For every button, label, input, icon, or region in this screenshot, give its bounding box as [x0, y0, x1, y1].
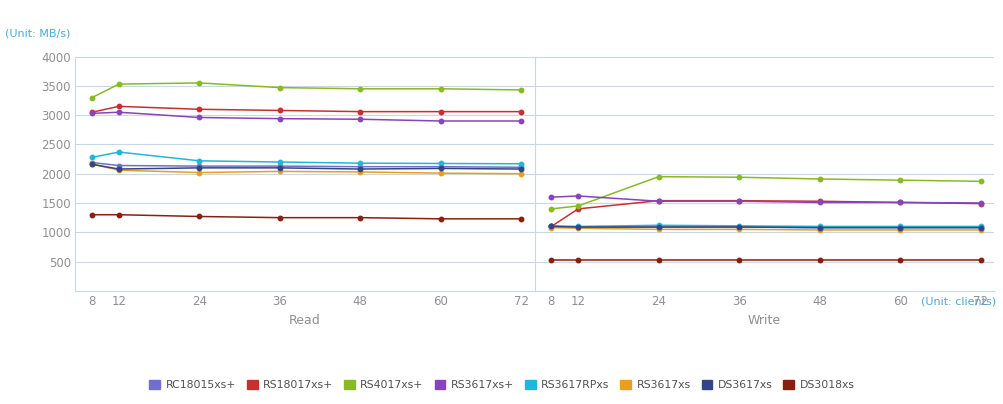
Text: (Unit: clients): (Unit: clients) — [920, 297, 995, 307]
Text: (Unit: MB/s): (Unit: MB/s) — [5, 28, 70, 38]
Legend: RC18015xs+, RS18017xs+, RS4017xs+, RS3617xs+, RS3617RPxs, RS3617xs, DS3617xs, DS: RC18015xs+, RS18017xs+, RS4017xs+, RS361… — [144, 376, 859, 395]
X-axis label: Read: Read — [289, 314, 321, 326]
X-axis label: Write: Write — [747, 314, 780, 326]
